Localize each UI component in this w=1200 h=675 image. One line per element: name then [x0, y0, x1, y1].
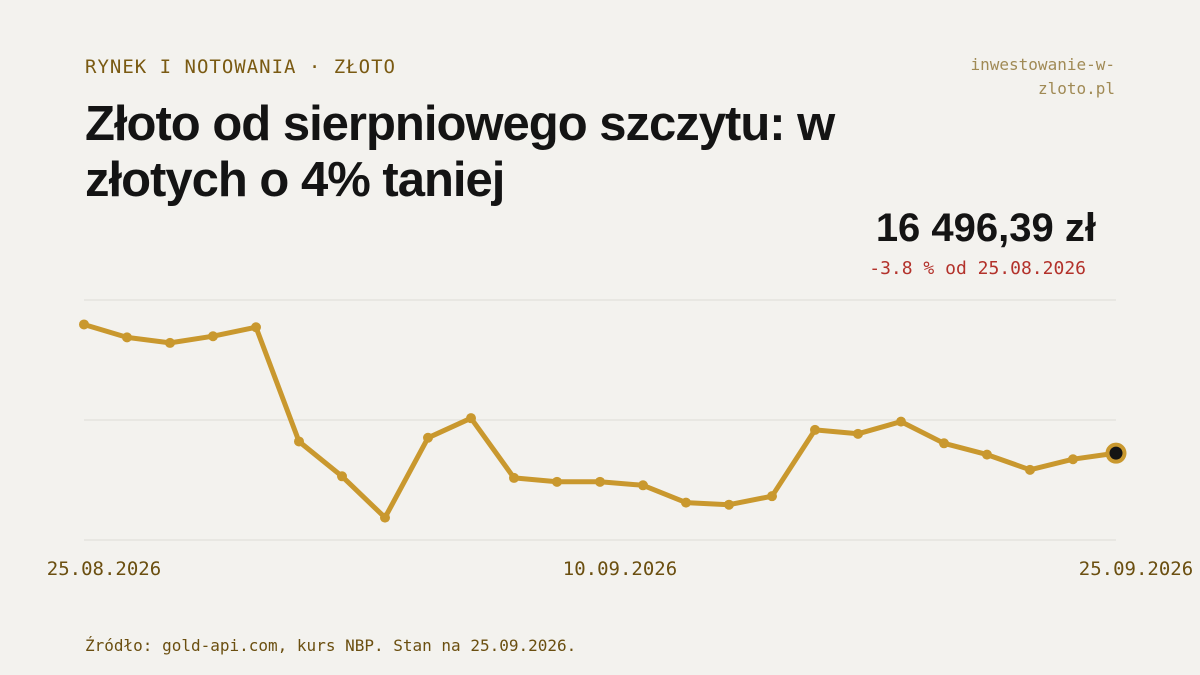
- gridlines: [84, 299, 1116, 541]
- line-chart: 25.08.2026 10.09.2026 25.09.2026: [47, 299, 1193, 580]
- data-point: [509, 472, 519, 483]
- data-point: [423, 432, 433, 443]
- data-point: [595, 476, 605, 487]
- data-point: [1068, 454, 1078, 465]
- data-point: [681, 497, 691, 508]
- data-point: [79, 319, 89, 330]
- data-point: [294, 436, 304, 447]
- data-points: [79, 319, 1127, 523]
- data-point: [380, 512, 390, 523]
- data-point: [466, 413, 476, 424]
- site-name: inwestowanie-w-zloto.pl: [970, 55, 1116, 98]
- data-point: [552, 476, 562, 487]
- data-point: [122, 332, 132, 343]
- price-change: -3.8 % od 25.08.2026: [869, 258, 1086, 279]
- series-line: [81, 322, 1119, 521]
- current-price: 16 496,39 zł: [875, 206, 1096, 250]
- data-point: [810, 424, 820, 435]
- data-point: [251, 322, 261, 333]
- data-point: [1025, 464, 1035, 475]
- chart-title: Złoto od sierpniowego szczytu: w złotych…: [85, 97, 835, 207]
- series-line-layer: [81, 322, 1119, 521]
- data-point: [896, 416, 906, 427]
- chart-kicker: RYNEK I NOTOWANIA · ZŁOTO: [85, 56, 396, 78]
- data-point: [767, 491, 777, 502]
- data-point: [724, 499, 734, 510]
- data-point: [165, 337, 175, 348]
- data-point: [638, 480, 648, 491]
- data-point: [939, 438, 949, 449]
- last-data-point: [1105, 442, 1127, 464]
- data-point: [982, 449, 992, 460]
- x-tick-label: 25.08.2026: [47, 558, 161, 580]
- x-tick-label: 10.09.2026: [563, 558, 677, 580]
- data-point: [337, 471, 347, 482]
- data-point: [208, 331, 218, 342]
- source-note: Źródło: gold-api.com, kurs NBP. Stan na …: [85, 636, 577, 655]
- data-point: [853, 428, 863, 439]
- x-tick-label: 25.09.2026: [1079, 558, 1193, 580]
- x-axis-ticks: 25.08.2026 10.09.2026 25.09.2026: [47, 558, 1193, 580]
